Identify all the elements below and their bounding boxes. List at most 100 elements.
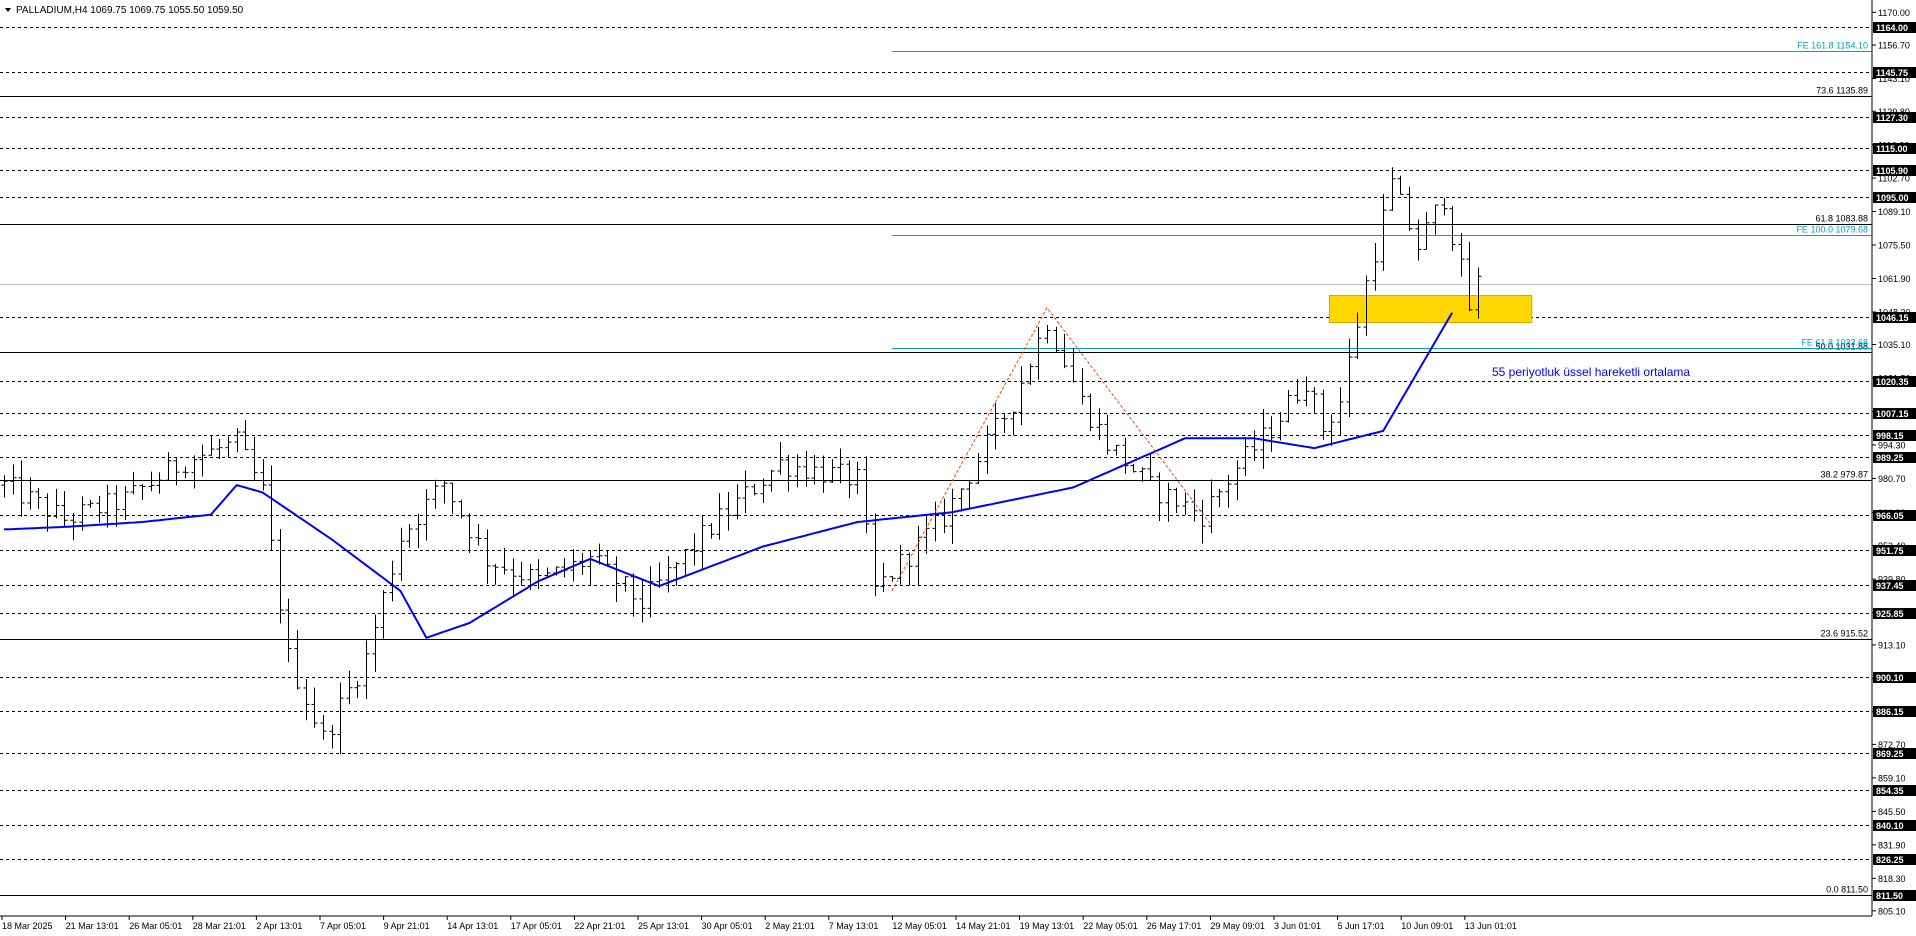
y-tick-label: 845.50 <box>1878 807 1906 817</box>
fib-retracement-label: 50.0 1031.88 <box>1815 342 1868 352</box>
x-tick-label: 28 Mar 21:01 <box>193 921 246 931</box>
level-label: 811.50 <box>1876 891 1903 901</box>
level-label: 900.10 <box>1876 673 1904 683</box>
level-label: 966.05 <box>1876 511 1904 521</box>
level-label-bg <box>1873 545 1916 556</box>
level-label: 1115.00 <box>1876 144 1908 154</box>
x-tick-label: 5 Jun 17:01 <box>1338 921 1385 931</box>
fib-retracement-label: 73.6 1135.89 <box>1816 86 1868 96</box>
level-label: 937.45 <box>1876 581 1904 591</box>
time-axis: 18 Mar 2025 21 Mar 13:01 26 Mar 05:01 28 Ma… <box>0 915 1872 931</box>
zigzag-line <box>891 306 1212 592</box>
level-label: 840.10 <box>1876 821 1904 831</box>
fib-retracement-label: 23.6 915.52 <box>1820 629 1868 639</box>
level-label: 854.35 <box>1876 786 1904 796</box>
level-label: 1145.75 <box>1876 68 1908 78</box>
fib-expansion-label: FE 100.0 1079.68 <box>1796 225 1868 235</box>
level-label: 951.75 <box>1876 546 1904 556</box>
y-tick-label: 1129.80 <box>1878 107 1910 117</box>
level-label-bg <box>1873 672 1916 683</box>
level-label: 869.25 <box>1876 749 1904 759</box>
level-label: 1095.00 <box>1876 193 1909 203</box>
x-tick-label: 7 Apr 05:01 <box>320 921 366 931</box>
y-tick-label: 872.70 <box>1878 740 1906 750</box>
x-tick-label: 18 Mar 2025 <box>2 921 53 931</box>
x-tick-label: 2 Apr 13:01 <box>256 921 302 931</box>
level-label-bg <box>1873 706 1916 717</box>
y-tick-label: 859.10 <box>1878 773 1906 783</box>
y-tick-label: 1102.70 <box>1878 174 1910 184</box>
x-tick-label: 14 May 21:01 <box>956 921 1011 931</box>
level-label-bg <box>1873 376 1916 387</box>
fib-retracement-label: 61.8 1083.88 <box>1815 214 1868 224</box>
y-tick-label: 980.70 <box>1878 474 1906 484</box>
y-tick-label: 913.10 <box>1878 640 1906 650</box>
level-label-bg <box>1873 854 1916 865</box>
level-label-bg <box>1873 608 1916 619</box>
x-tick-label: 29 May 09:01 <box>1210 921 1265 931</box>
y-tick-label: 831.90 <box>1878 840 1906 850</box>
fib-retracement-label: 38.2 979.87 <box>1820 470 1868 480</box>
level-label: 886.15 <box>1876 707 1904 717</box>
x-tick-label: 25 Apr 13:01 <box>638 921 689 931</box>
x-tick-label: 9 Apr 21:01 <box>384 921 430 931</box>
y-tick-label: 818.30 <box>1878 874 1906 884</box>
x-tick-label: 12 May 05:01 <box>892 921 947 931</box>
level-label-bg <box>1873 510 1916 521</box>
level-label: 925.85 <box>1876 609 1904 619</box>
level-label-bg <box>1873 580 1916 591</box>
level-label-bg <box>1873 67 1916 78</box>
highlight-zone <box>1328 294 1533 324</box>
y-tick-label: 1075.50 <box>1878 241 1911 251</box>
y-tick-label: 939.80 <box>1878 575 1906 585</box>
ema-line <box>3 312 1454 640</box>
level-label: 1105.90 <box>1876 166 1908 176</box>
level-lines <box>0 27 1872 896</box>
y-tick-label: 1170.00 <box>1878 8 1910 18</box>
level-label: 1020.35 <box>1876 377 1909 387</box>
level-label-bg <box>1873 112 1916 123</box>
price-axis: 1170.001156.701143.101129.801116.201102.… <box>1871 0 1916 916</box>
level-label-bg <box>1873 143 1916 154</box>
level-label-bg <box>1873 785 1916 796</box>
level-label-bg <box>1873 165 1916 176</box>
level-label-bg <box>1873 452 1916 463</box>
header: PALLADIUM,H4 1069.75 1069.75 1055.50 105… <box>5 5 244 16</box>
level-label: 826.25 <box>1876 855 1904 865</box>
x-tick-label: 26 May 17:01 <box>1147 921 1202 931</box>
level-label-bg <box>1873 820 1916 831</box>
y-tick-label: 1061.90 <box>1878 274 1911 284</box>
level-label: 1046.15 <box>1876 313 1909 323</box>
x-tick-label: 19 May 13:01 <box>1020 921 1075 931</box>
level-label-bg <box>1873 22 1916 33</box>
level-label-bg <box>1873 408 1916 419</box>
fib-expansion-label: FE 161.8 1154.10 <box>1797 41 1868 51</box>
level-label: 1127.30 <box>1876 113 1908 123</box>
ema-group: 55 periyotluk üssel hareketli ortalama <box>3 312 1690 640</box>
level-label: 989.25 <box>1876 453 1904 463</box>
y-tick-label: 1143.10 <box>1878 74 1910 84</box>
candles <box>1 167 1482 755</box>
highlight-zone-group <box>1328 294 1533 324</box>
x-tick-label: 17 Apr 05:01 <box>511 921 562 931</box>
x-tick-label: 2 May 21:01 <box>765 921 815 931</box>
x-tick-label: 13 Jun 01:01 <box>1465 921 1517 931</box>
zigzag-group <box>891 306 1212 592</box>
triangle-down-icon[interactable] <box>5 8 11 12</box>
fib-retracement-label: 0.0 811.50 <box>1826 885 1868 895</box>
level-label-bg <box>1873 748 1916 759</box>
fib-lines: 73.6 1135.89 61.8 1083.88 50.0 1031.88 38.2… <box>0 41 1872 896</box>
level-label-bg <box>1873 430 1916 441</box>
x-tick-label: 21 Mar 13:01 <box>66 921 119 931</box>
level-label-bg <box>1873 312 1916 323</box>
x-tick-label: 7 May 13:01 <box>829 921 879 931</box>
ema-label: 55 periyotluk üssel hareketli ortalama <box>1492 365 1690 379</box>
fib-expansion-label: FE 61.8 1033.68 <box>1801 338 1868 348</box>
symbol-header: PALLADIUM,H4 1069.75 1069.75 1055.50 105… <box>16 5 244 16</box>
y-tick-label: 1156.70 <box>1878 41 1910 51</box>
x-tick-label: 3 Jun 01:01 <box>1274 921 1321 931</box>
x-tick-label: 30 Apr 05:01 <box>702 921 753 931</box>
x-tick-label: 14 Apr 13:01 <box>447 921 498 931</box>
